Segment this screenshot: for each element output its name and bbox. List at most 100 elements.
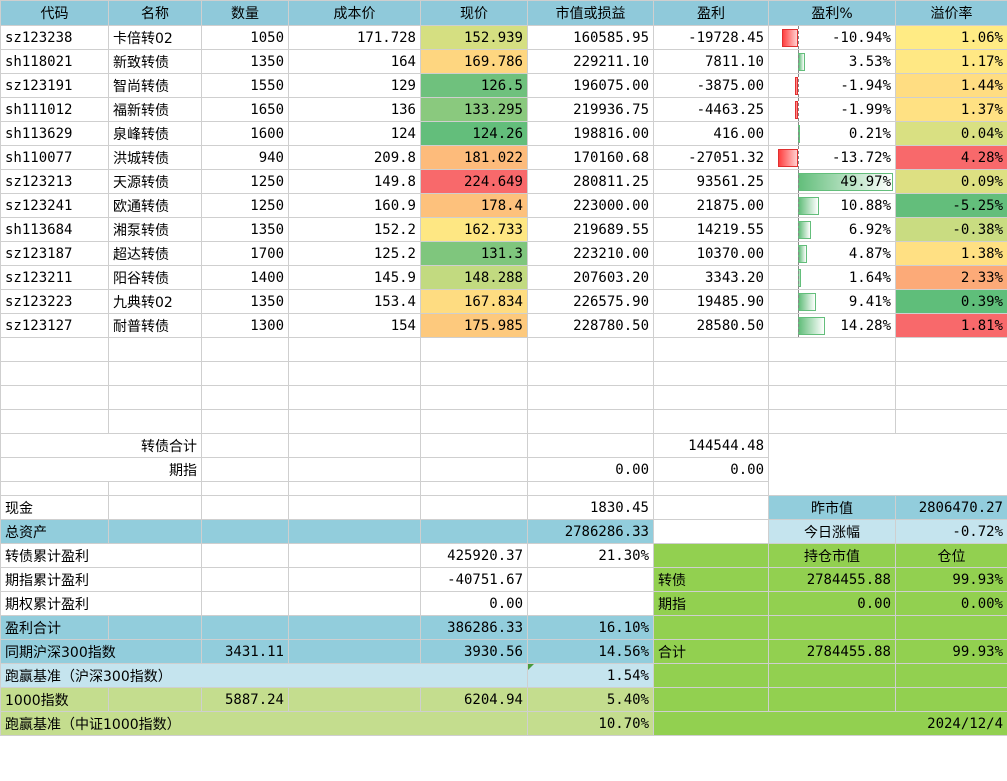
- empty-cell[interactable]: [527, 337, 654, 362]
- futures-hold-value[interactable]: 0.00: [768, 591, 896, 616]
- bond-value[interactable]: 196075.00: [527, 73, 654, 98]
- today-change-label[interactable]: 今日涨幅: [768, 519, 896, 544]
- bond-profit-pct[interactable]: 4.87%: [768, 241, 896, 266]
- bond-profit-pct[interactable]: 1.64%: [768, 265, 896, 290]
- bond-profit[interactable]: -19728.45: [653, 25, 769, 50]
- bond-premium[interactable]: 1.38%: [895, 241, 1007, 266]
- beat-zz1000-label[interactable]: 跑赢基准（中证1000指数）: [0, 711, 528, 736]
- bond-premium[interactable]: -0.38%: [895, 217, 1007, 242]
- bond-hold-pct[interactable]: 99.93%: [895, 567, 1007, 592]
- bond-premium[interactable]: 0.09%: [895, 169, 1007, 194]
- bond-code[interactable]: sz123241: [0, 193, 109, 218]
- bond-code[interactable]: sh113629: [0, 121, 109, 146]
- bond-price[interactable]: 175.985: [420, 313, 528, 338]
- bond-value[interactable]: 228780.50: [527, 313, 654, 338]
- bond-name[interactable]: 新致转债: [108, 49, 202, 74]
- options-cum-label[interactable]: 期权累计盈利: [0, 591, 202, 616]
- bond-value[interactable]: 226575.90: [527, 289, 654, 314]
- bond-profit[interactable]: 416.00: [653, 121, 769, 146]
- bond-price[interactable]: 169.786: [420, 49, 528, 74]
- bond-code[interactable]: sh111012: [0, 97, 109, 122]
- bond-profit-pct[interactable]: -1.99%: [768, 97, 896, 122]
- bond-cost[interactable]: 171.728: [288, 25, 421, 50]
- bond-code[interactable]: sz123211: [0, 265, 109, 290]
- empty-cell[interactable]: [895, 337, 1007, 362]
- hs300-base[interactable]: 3431.11: [201, 639, 289, 664]
- bond-value[interactable]: 223000.00: [527, 193, 654, 218]
- bond-profit-pct[interactable]: 49.97%: [768, 169, 896, 194]
- bond-value[interactable]: 223210.00: [527, 241, 654, 266]
- empty-cell[interactable]: [653, 385, 769, 410]
- bond-price[interactable]: 148.288: [420, 265, 528, 290]
- bond-premium[interactable]: 1.81%: [895, 313, 1007, 338]
- empty-cell[interactable]: [527, 385, 654, 410]
- empty-cell[interactable]: [108, 385, 202, 410]
- bond-cost[interactable]: 145.9: [288, 265, 421, 290]
- empty-cell[interactable]: [768, 409, 896, 434]
- profit-total-pct[interactable]: 16.10%: [527, 615, 654, 640]
- empty-cell[interactable]: [768, 337, 896, 362]
- bond-cost[interactable]: 209.8: [288, 145, 421, 170]
- beat-hs300-value[interactable]: 1.54%: [527, 663, 654, 688]
- bond-total-value[interactable]: 144544.48: [653, 433, 769, 458]
- bond-cost[interactable]: 124: [288, 121, 421, 146]
- zz1000-now[interactable]: 6204.94: [420, 687, 528, 712]
- bond-qty[interactable]: 1350: [201, 49, 289, 74]
- bond-name[interactable]: 欧通转债: [108, 193, 202, 218]
- bond-qty[interactable]: 1250: [201, 193, 289, 218]
- empty-cell[interactable]: [895, 385, 1007, 410]
- bond-profit-pct[interactable]: 6.92%: [768, 217, 896, 242]
- bond-value[interactable]: 170160.68: [527, 145, 654, 170]
- bond-cum-label[interactable]: 转债累计盈利: [0, 543, 202, 568]
- empty-cell[interactable]: [768, 361, 896, 386]
- header-cell[interactable]: 代码: [0, 0, 109, 26]
- sum-value[interactable]: 2784455.88: [768, 639, 896, 664]
- empty-cell[interactable]: [108, 337, 202, 362]
- empty-cell[interactable]: [0, 385, 109, 410]
- bond-qty[interactable]: 1350: [201, 217, 289, 242]
- bond-profit[interactable]: -4463.25: [653, 97, 769, 122]
- futures-total-profit[interactable]: 0.00: [653, 457, 769, 482]
- bond-profit[interactable]: 14219.55: [653, 217, 769, 242]
- bond-profit-pct[interactable]: -1.94%: [768, 73, 896, 98]
- today-change-value[interactable]: -0.72%: [895, 519, 1007, 544]
- bond-value[interactable]: 207603.20: [527, 265, 654, 290]
- empty-cell[interactable]: [201, 337, 289, 362]
- bond-profit-pct[interactable]: 14.28%: [768, 313, 896, 338]
- bond-profit-pct[interactable]: 10.88%: [768, 193, 896, 218]
- empty-cell[interactable]: [420, 385, 528, 410]
- empty-cell[interactable]: [895, 361, 1007, 386]
- empty-cell[interactable]: [420, 361, 528, 386]
- bond-profit-pct[interactable]: 0.21%: [768, 121, 896, 146]
- bond-premium[interactable]: 0.39%: [895, 289, 1007, 314]
- bond-code[interactable]: sz123127: [0, 313, 109, 338]
- empty-cell[interactable]: [895, 409, 1007, 434]
- bond-cost[interactable]: 152.2: [288, 217, 421, 242]
- zz1000-base[interactable]: 5887.24: [201, 687, 289, 712]
- bond-code[interactable]: sz123187: [0, 241, 109, 266]
- header-cell[interactable]: 现价: [420, 0, 528, 26]
- hs300-now[interactable]: 3930.56: [420, 639, 528, 664]
- bond-name[interactable]: 智尚转债: [108, 73, 202, 98]
- bond-profit-pct[interactable]: -13.72%: [768, 145, 896, 170]
- empty-cell[interactable]: [108, 409, 202, 434]
- bond-price[interactable]: 167.834: [420, 289, 528, 314]
- bond-name[interactable]: 耐普转债: [108, 313, 202, 338]
- header-cell[interactable]: 市值或损益: [527, 0, 654, 26]
- cash-value[interactable]: 1830.45: [527, 495, 654, 520]
- empty-cell[interactable]: [288, 385, 421, 410]
- bond-qty[interactable]: 940: [201, 145, 289, 170]
- bond-name[interactable]: 湘泵转债: [108, 217, 202, 242]
- bond-price[interactable]: 124.26: [420, 121, 528, 146]
- bond-profit[interactable]: 7811.10: [653, 49, 769, 74]
- bond-value[interactable]: 160585.95: [527, 25, 654, 50]
- bond-name[interactable]: 洪城转债: [108, 145, 202, 170]
- header-cell[interactable]: 数量: [201, 0, 289, 26]
- bond-premium[interactable]: 1.06%: [895, 25, 1007, 50]
- bond-profit[interactable]: 93561.25: [653, 169, 769, 194]
- bond-premium[interactable]: 1.17%: [895, 49, 1007, 74]
- bond-total-label[interactable]: 转债合计: [0, 433, 202, 458]
- assets-label[interactable]: 总资产: [0, 519, 109, 544]
- bond-premium[interactable]: 4.28%: [895, 145, 1007, 170]
- bond-qty[interactable]: 1550: [201, 73, 289, 98]
